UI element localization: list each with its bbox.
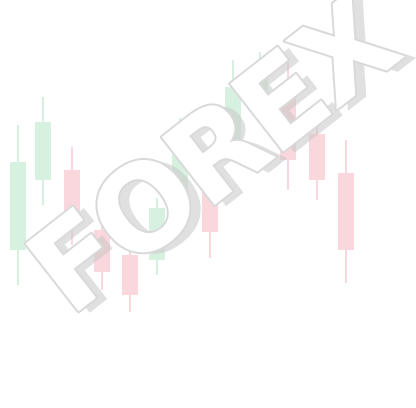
candle-body-3 xyxy=(64,170,80,225)
candle-body-10 xyxy=(252,67,268,100)
candle-body-7 xyxy=(172,146,188,206)
candlestick-series xyxy=(10,52,354,312)
candle-body-9 xyxy=(225,87,241,150)
candle-body-1 xyxy=(10,162,26,250)
candle-body-5 xyxy=(122,255,138,295)
candle-body-11 xyxy=(280,92,296,160)
candle-body-4 xyxy=(94,230,110,272)
candle-body-13 xyxy=(338,173,354,250)
candle-body-2 xyxy=(35,122,51,180)
candle-body-8 xyxy=(202,173,218,232)
candle-body-6 xyxy=(149,208,165,260)
candle-body-12 xyxy=(309,134,325,180)
